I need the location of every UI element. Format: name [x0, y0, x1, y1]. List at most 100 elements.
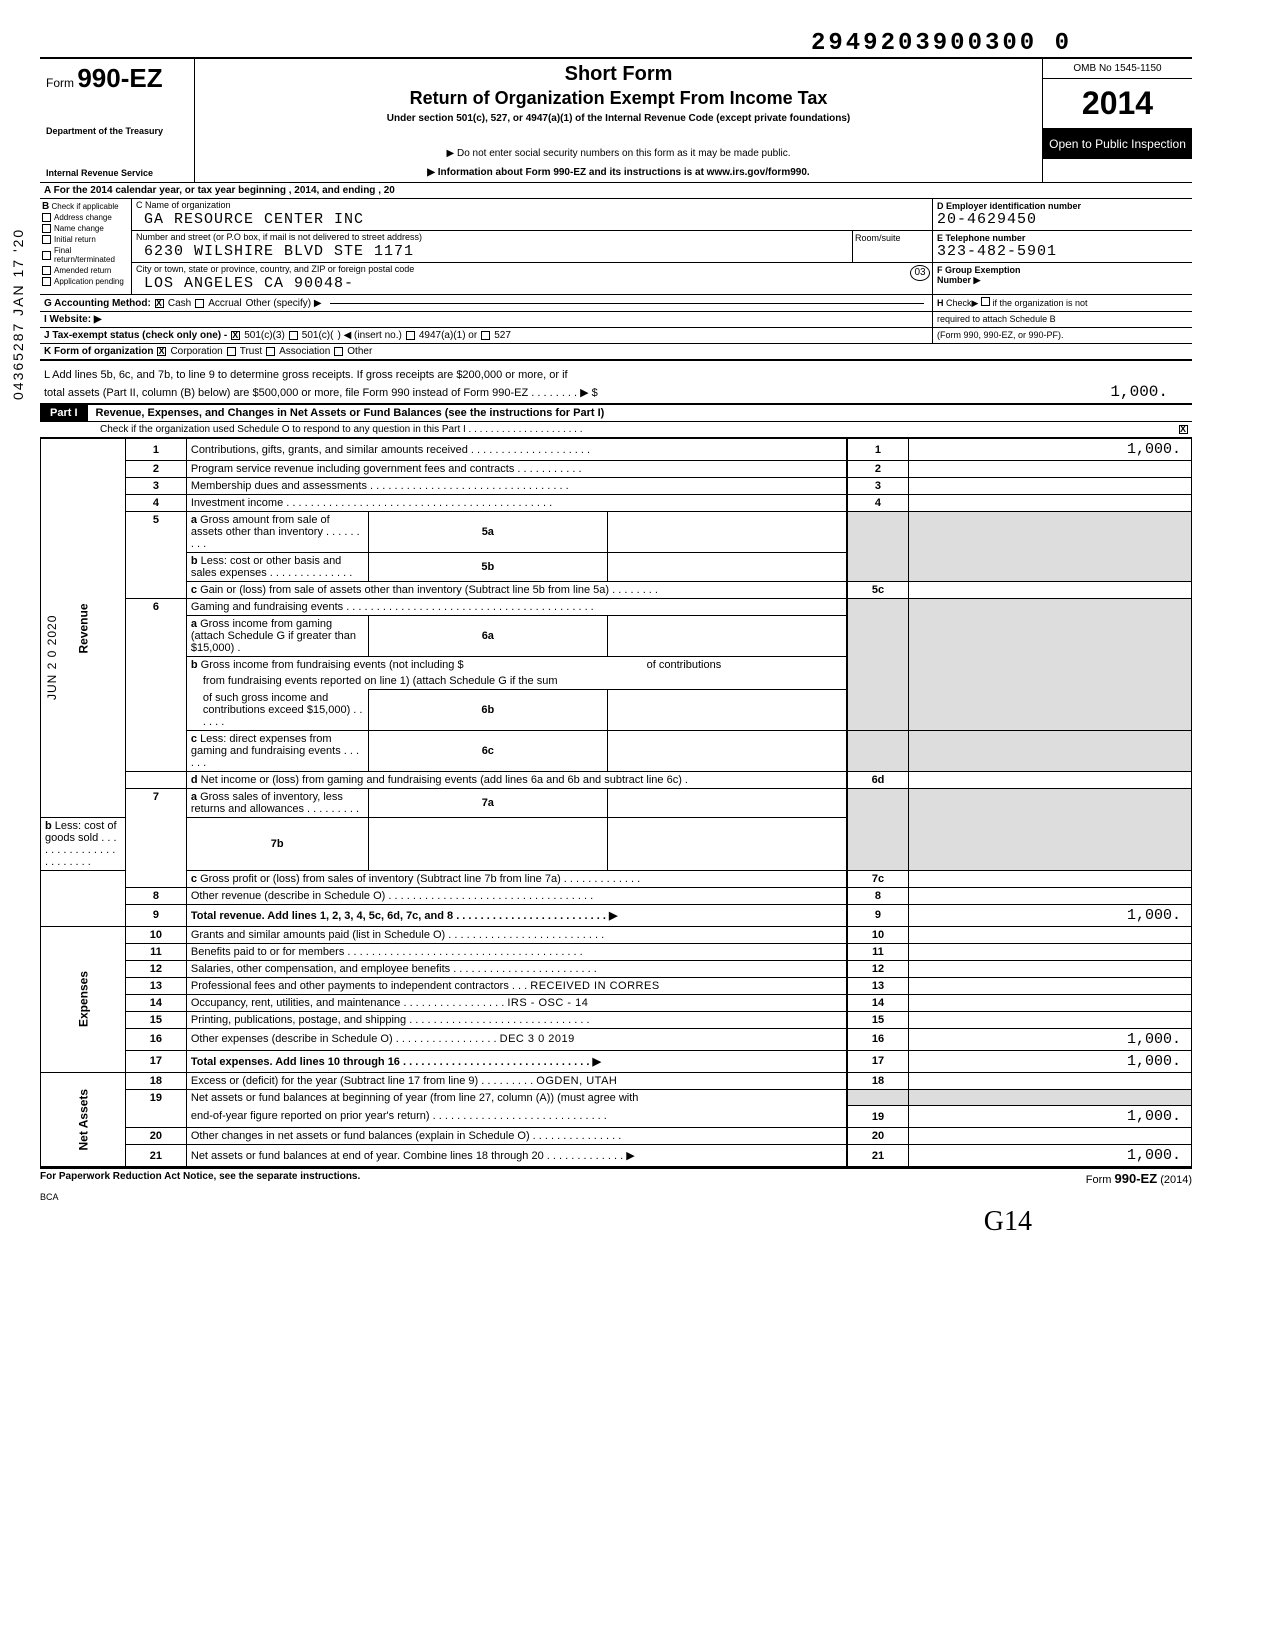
lbl-4947: 4947(a)(1) or — [419, 330, 477, 341]
check-527[interactable] — [481, 331, 490, 340]
omb-number: OMB No 1545-1150 — [1043, 59, 1192, 79]
check-pending[interactable] — [42, 277, 51, 286]
col-b-label: B — [42, 201, 49, 212]
lbl-other-org: Other — [347, 346, 372, 357]
section-expenses: Expenses — [41, 926, 126, 1072]
open-inspection: Open to Public Inspection — [1043, 129, 1192, 159]
line-l-1: L Add lines 5b, 6c, and 7b, to line 9 to… — [40, 361, 1192, 383]
check-amended[interactable] — [42, 266, 51, 275]
line5b-text: Less: cost or other basis and sales expe… — [191, 555, 352, 579]
line9-text: Total revenue. Add lines 1, 2, 3, 4, 5c,… — [191, 910, 618, 922]
line6b3: of such gross income and contributions e… — [203, 692, 363, 728]
line16-stamp: DEC 3 0 2019 — [500, 1033, 575, 1045]
line13-stamp: RECEIVED IN CORRES — [530, 980, 659, 992]
lbl-assoc: Association — [279, 346, 330, 357]
footer-form-no: 990-EZ — [1115, 1171, 1158, 1186]
line19-amt: 1,000. — [908, 1106, 1191, 1128]
check-h[interactable] — [981, 297, 990, 306]
line4-text: Investment income . . . . . . . . . . . … — [191, 497, 552, 509]
part1-check-text: Check if the organization used Schedule … — [100, 424, 582, 435]
section-revenue: Revenue — [41, 439, 126, 818]
grp-label: F Group Exemption — [937, 265, 1188, 275]
line7c-text: Gross profit or (loss) from sales of inv… — [200, 873, 640, 885]
line6a-text: Gross income from gaming (attach Schedul… — [191, 618, 356, 654]
check-corp[interactable] — [157, 347, 166, 356]
check-4947[interactable] — [406, 331, 415, 340]
lbl-527: 527 — [494, 330, 511, 341]
line-l-amount: 1,000. — [1110, 383, 1188, 401]
info-note: ▶ Information about Form 990-EZ and its … — [205, 167, 1032, 178]
dept-irs: Internal Revenue Service — [46, 168, 188, 178]
lbl-insert: ) ◀ (insert no.) — [337, 330, 401, 341]
circled-code: 03 — [910, 265, 930, 281]
line11-text: Benefits paid to or for members . . . . … — [191, 946, 583, 958]
line18-text: Excess or (deficit) for the year (Subtra… — [191, 1075, 533, 1087]
line13-text: Professional fees and other payments to … — [191, 980, 527, 992]
org-city: LOS ANGELES CA 90048- — [132, 275, 852, 294]
line18-stamp: OGDEN, UTAH — [536, 1075, 617, 1087]
line16-text: Other expenses (describe in Schedule O) … — [191, 1033, 497, 1045]
lbl-501c: 501(c)( — [302, 330, 334, 341]
footer-form-post: (2014) — [1157, 1174, 1192, 1186]
line6b-post: of contributions — [647, 659, 722, 671]
line21-amt: 1,000. — [908, 1145, 1191, 1167]
short-form: Short Form — [205, 63, 1032, 86]
section-net-assets: Net Assets — [41, 1072, 126, 1167]
line3-text: Membership dues and assessments . . . . … — [191, 480, 569, 492]
lbl-address-change: Address change — [54, 213, 112, 222]
check-trust[interactable] — [227, 347, 236, 356]
check-address-change[interactable] — [42, 213, 51, 222]
ein-label: D Employer identification number — [937, 201, 1188, 211]
line7b-text: Less: cost of goods sold . . . . . . . .… — [45, 820, 117, 868]
row-k-label: K Form of organization — [44, 346, 153, 357]
check-accrual[interactable] — [195, 299, 204, 308]
form-prefix: Form — [46, 76, 74, 90]
check-schedule-o[interactable] — [1179, 425, 1188, 434]
line14-text: Occupancy, rent, utilities, and maintena… — [191, 997, 504, 1009]
line15-text: Printing, publications, postage, and shi… — [191, 1014, 590, 1026]
line6d-text: Net income or (loss) from gaming and fun… — [201, 774, 688, 786]
line6c-text: Less: direct expenses from gaming and fu… — [191, 733, 359, 769]
grp-number: Number ▶ — [937, 275, 1188, 286]
line10-text: Grants and similar amounts paid (list in… — [191, 929, 604, 941]
line5a-text: Gross amount from sale of assets other t… — [191, 514, 360, 550]
line6b-pre: Gross income from fundraising events (no… — [201, 659, 464, 671]
lbl-corp: Corporation — [170, 346, 222, 357]
line6-text: Gaming and fundraising events . . . . . … — [191, 601, 594, 613]
org-address: 6230 WILSHIRE BLVD STE 1171 — [132, 243, 852, 262]
lbl-final-return: Final return/terminated — [54, 246, 129, 264]
check-other-org[interactable] — [334, 347, 343, 356]
financial-table: Revenue 1Contributions, gifts, grants, a… — [40, 438, 1192, 1167]
addr-label: Number and street (or P.O box, if mail i… — [132, 231, 852, 243]
footer-form-pre: Form — [1086, 1174, 1115, 1186]
line19a-text: Net assets or fund balances at beginning… — [191, 1092, 639, 1104]
signature: G14 — [40, 1206, 1032, 1238]
check-initial-return[interactable] — [42, 235, 51, 244]
line20-text: Other changes in net assets or fund bala… — [191, 1130, 621, 1142]
lbl-other-method: Other (specify) ▶ — [246, 298, 322, 309]
ein-value: 20-4629450 — [937, 211, 1188, 228]
col-b-sub: Check if applicable — [51, 202, 118, 211]
row-j-right: (Form 990, 990-EZ, or 990-PF). — [932, 328, 1192, 343]
tel-value: 323-482-5901 — [937, 243, 1188, 260]
check-501c3[interactable] — [231, 331, 240, 340]
row-j-label: J Tax-exempt status (check only one) - — [44, 330, 227, 341]
check-assoc[interactable] — [266, 347, 275, 356]
line1-amt: 1,000. — [908, 439, 1191, 461]
check-final-return[interactable] — [42, 251, 51, 260]
line6b2: from fundraising events reported on line… — [203, 675, 558, 687]
line17-amt: 1,000. — [908, 1050, 1191, 1072]
check-501c[interactable] — [289, 331, 298, 340]
line19b-text: end-of-year figure reported on prior yea… — [191, 1110, 607, 1122]
org-name: GA RESOURCE CENTER INC — [132, 211, 932, 230]
check-name-change[interactable] — [42, 224, 51, 233]
row-i-label: I Website: ▶ — [44, 314, 102, 325]
check-cash[interactable] — [155, 299, 164, 308]
lbl-trust: Trust — [240, 346, 262, 357]
paperwork-notice: For Paperwork Reduction Act Notice, see … — [40, 1171, 360, 1186]
row-g-label: G Accounting Method: — [44, 298, 151, 309]
document-id: 2949203900300 0 — [40, 30, 1072, 57]
margin-stamp-1: 04365287 JAN 17 '20 — [10, 228, 26, 400]
name-label: C Name of organization — [132, 199, 932, 211]
tel-label: E Telephone number — [937, 233, 1188, 243]
